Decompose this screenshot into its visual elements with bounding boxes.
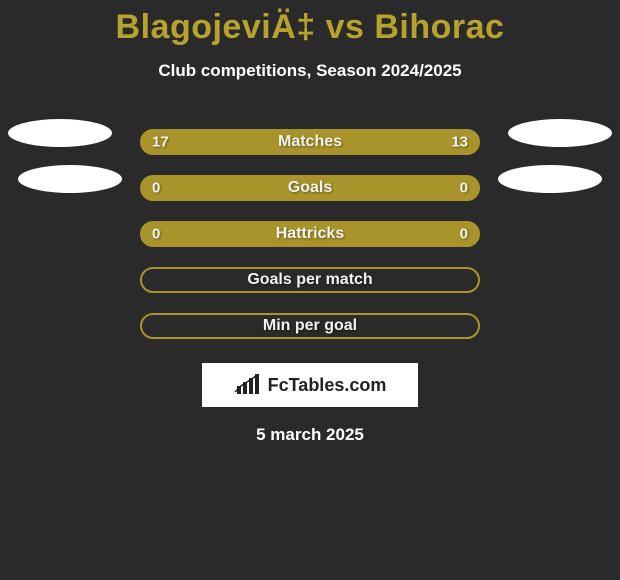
stat-row-hattricks: 0 Hattricks 0 — [0, 211, 620, 257]
stat-label: Goals — [288, 179, 332, 197]
player-ellipse-left — [8, 119, 112, 147]
stat-value-left: 0 — [152, 226, 160, 243]
stat-row-mpg: Min per goal — [0, 303, 620, 349]
stat-bar-matches: 17 Matches 13 — [140, 129, 480, 155]
stat-row-matches: 17 Matches 13 — [0, 119, 620, 165]
stat-value-right: 13 — [451, 134, 468, 151]
stat-bar-mpg: Min per goal — [140, 313, 480, 339]
stat-label: Min per goal — [263, 317, 357, 335]
stat-value-right: 0 — [460, 180, 468, 197]
subtitle: Club competitions, Season 2024/2025 — [158, 61, 461, 81]
stat-value-left: 0 — [152, 180, 160, 197]
source-logo[interactable]: FcTables.com — [202, 363, 418, 407]
logo-text: FcTables.com — [268, 375, 387, 396]
chart-icon — [234, 374, 262, 396]
stats-area: 17 Matches 13 0 Goals 0 0 Hattricks 0 — [0, 119, 620, 349]
page-title: BlagojeviÄ‡ vs Bihorac — [116, 8, 505, 47]
stat-label: Matches — [278, 133, 342, 151]
player-ellipse-left — [18, 165, 122, 193]
comparison-card: BlagojeviÄ‡ vs Bihorac Club competitions… — [0, 0, 620, 445]
stat-label: Hattricks — [276, 225, 344, 243]
player-ellipse-right — [508, 119, 612, 147]
stat-bar-goals: 0 Goals 0 — [140, 175, 480, 201]
stat-bar-gpm: Goals per match — [140, 267, 480, 293]
stat-row-gpm: Goals per match — [0, 257, 620, 303]
player-ellipse-right — [498, 165, 602, 193]
stat-value-left: 17 — [152, 134, 169, 151]
stat-label: Goals per match — [247, 271, 372, 289]
date-label: 5 march 2025 — [256, 425, 364, 445]
stat-row-goals: 0 Goals 0 — [0, 165, 620, 211]
stat-value-right: 0 — [460, 226, 468, 243]
stat-bar-hattricks: 0 Hattricks 0 — [140, 221, 480, 247]
